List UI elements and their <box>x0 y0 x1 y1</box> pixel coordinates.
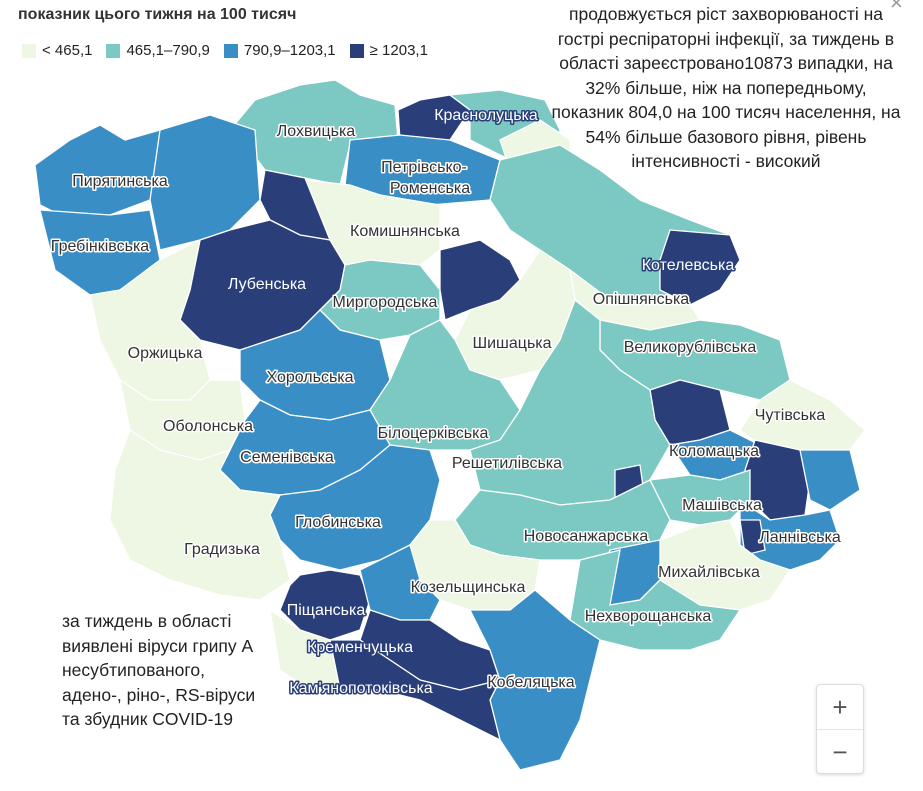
region-label: Ланнівська <box>759 529 841 546</box>
region-label: Глобинська <box>295 514 381 531</box>
note-left: за тиждень в області виявлені віруси гри… <box>62 611 256 729</box>
region-southwest-a[interactable] <box>269 608 341 691</box>
close-icon[interactable]: × <box>890 0 903 15</box>
region-label: Кобеляцька <box>487 674 574 691</box>
zoom-in-button[interactable]: + <box>817 685 863 730</box>
region-label: Краснолуцька <box>434 107 538 124</box>
region-kamianopotokivska[interactable] <box>329 639 502 742</box>
map-labels: Лохвицька Краснолуцька Пирятинська Петрівсь… <box>49 106 842 699</box>
legend-item-mid[interactable]: 465,1–790,9 <box>106 42 210 59</box>
region-kobeliatska[interactable] <box>468 589 601 771</box>
region-pishchanska[interactable] <box>279 569 371 641</box>
region-label: Білоцерківська <box>378 425 489 442</box>
region-label: Новосанжарська <box>524 528 649 545</box>
region-label: Кременчуцька <box>307 639 413 656</box>
region-label: Миргородська <box>333 294 438 311</box>
region-hradyzka[interactable] <box>109 429 291 601</box>
region-dark-lannivska[interactable] <box>739 519 766 556</box>
map-regions <box>34 79 866 771</box>
region-label: Кам'янопотоківська <box>289 680 432 697</box>
region-mashivska[interactable] <box>649 469 751 526</box>
region-label: Оболонська <box>163 418 253 435</box>
region-label: Шишацька <box>472 335 551 352</box>
legend-item-very-high[interactable]: ≥ 1203,1 <box>349 42 428 59</box>
legend-label-very-high: ≥ 1203,1 <box>369 42 428 59</box>
region-label: Нехворощанська <box>585 608 712 625</box>
legend-label-low: < 465,1 <box>42 42 93 59</box>
legend-label-high: 790,9–1203,1 <box>243 42 336 59</box>
region-label: Машівська <box>682 497 762 514</box>
legend: < 465,1 465,1–790,9 790,9–1203,1 ≥ 1203,… <box>22 42 442 59</box>
region-label: Коломацька <box>669 443 759 460</box>
region-kotelevska[interactable] <box>659 229 741 306</box>
legend-title: показник цього тижня на 100 тисяч <box>18 6 297 23</box>
region-label: Лохвицька <box>277 123 356 140</box>
region-label: Піщанська <box>287 602 366 619</box>
legend-item-low[interactable]: < 465,1 <box>22 42 92 59</box>
legend-swatch-very-high <box>349 43 364 58</box>
region-label: Комишнянська <box>350 223 460 240</box>
region-label: Опішнянська <box>593 291 690 308</box>
region-label: Великорублівська <box>624 339 757 356</box>
legend-item-high[interactable]: 790,9–1203,1 <box>223 42 336 59</box>
legend-swatch-mid <box>106 43 121 58</box>
region-label: Чутівська <box>755 407 826 424</box>
region-label: Михайлівська <box>658 564 760 581</box>
region-label: Петрівсько- <box>381 159 467 176</box>
legend-swatch-low <box>22 43 36 58</box>
region-label: Лубенська <box>228 276 306 293</box>
region-label: Хорольська <box>266 369 353 386</box>
zoom-control: + − <box>816 684 864 774</box>
region-label: Решетилівська <box>452 455 562 472</box>
note-right: продовжується ріст захворюваності на гос… <box>551 4 901 171</box>
region-label: Котелевська <box>642 257 735 274</box>
region-label: Семенівська <box>240 449 334 466</box>
zoom-out-button[interactable]: − <box>832 737 848 767</box>
region-label: Пирятинська <box>72 173 168 190</box>
region-label: Гребінківська <box>51 238 150 255</box>
region-label: Градизька <box>184 541 260 558</box>
region-label: Роменська <box>390 180 470 197</box>
legend-label-mid: 465,1–790,9 <box>126 42 210 59</box>
region-label: Оржицька <box>128 345 203 362</box>
region-east-c[interactable] <box>799 449 861 511</box>
region-label: Козельщинська <box>411 579 526 596</box>
legend-swatch-high <box>223 43 238 58</box>
